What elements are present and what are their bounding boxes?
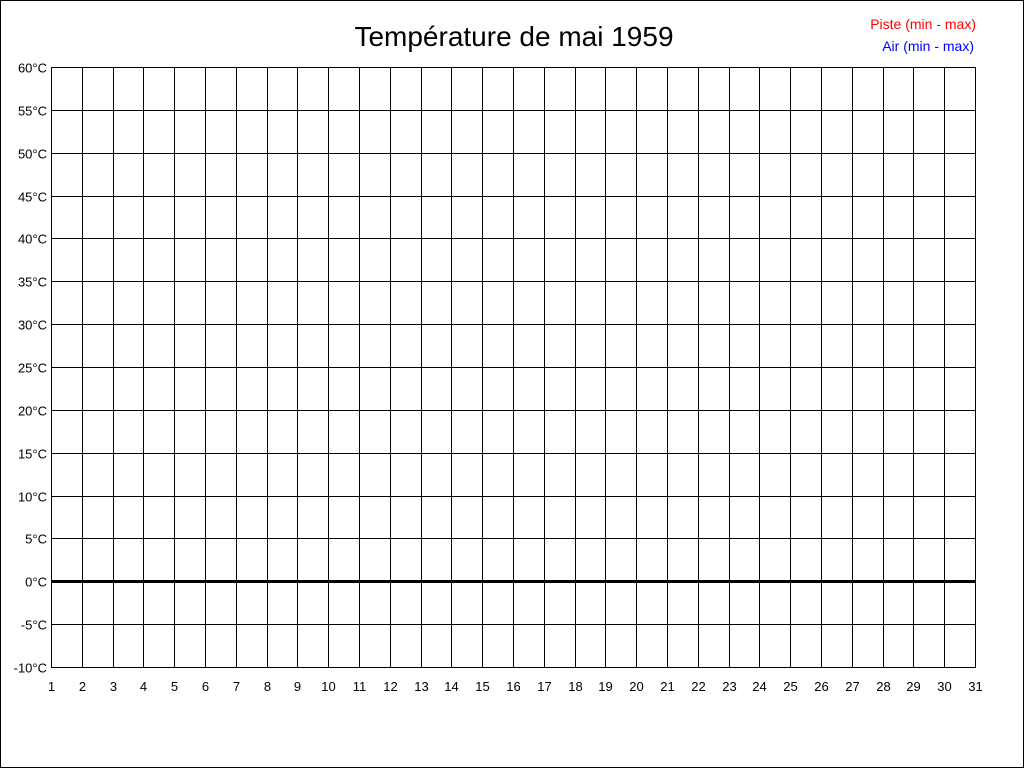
x-tick-label: 6 [202, 679, 209, 694]
x-tick-label: 15 [475, 679, 489, 694]
x-tick-label: 13 [414, 679, 428, 694]
y-tick-label: 0°C [25, 575, 47, 590]
chart-title: Température de mai 1959 [354, 21, 673, 52]
x-tick-label: 22 [691, 679, 705, 694]
y-tick-label: 60°C [18, 61, 47, 76]
y-tick-label: 25°C [18, 361, 47, 376]
x-tick-label: 3 [110, 679, 117, 694]
y-tick-label: 15°C [18, 447, 47, 462]
x-tick-label: 12 [383, 679, 397, 694]
y-tick-label: 50°C [18, 147, 47, 162]
x-tick-label: 21 [660, 679, 674, 694]
x-tick-label: 11 [353, 679, 367, 694]
x-tick-label: 7 [233, 679, 240, 694]
y-tick-label: -10°C [14, 661, 47, 676]
x-tick-label: 17 [537, 679, 551, 694]
legend-air: Air (min - max) [882, 38, 974, 54]
x-tick-label: 8 [264, 679, 271, 694]
x-tick-label: 31 [968, 679, 982, 694]
x-tick-label: 23 [722, 679, 736, 694]
x-tick-label: 29 [906, 679, 920, 694]
y-tick-label: 30°C [18, 318, 47, 333]
x-tick-label: 10 [321, 679, 335, 694]
y-tick-label: -5°C [21, 618, 47, 633]
x-tick-label: 24 [752, 679, 766, 694]
legend-piste: Piste (min - max) [870, 16, 976, 32]
x-tick-label: 27 [845, 679, 859, 694]
x-tick-label: 2 [79, 679, 86, 694]
x-tick-label: 4 [140, 679, 147, 694]
y-tick-label: 45°C [18, 190, 47, 205]
x-tick-label: 5 [171, 679, 178, 694]
x-tick-label: 9 [294, 679, 301, 694]
x-tick-label: 20 [629, 679, 643, 694]
x-tick-label: 14 [444, 679, 458, 694]
y-tick-label: 5°C [25, 532, 47, 547]
y-tick-label: 10°C [18, 490, 47, 505]
y-tick-label: 40°C [18, 232, 47, 247]
y-tick-label: 35°C [18, 275, 47, 290]
x-tick-label: 25 [783, 679, 797, 694]
x-tick-label: 30 [937, 679, 951, 694]
y-tick-label: 20°C [18, 404, 47, 419]
x-tick-label: 28 [876, 679, 890, 694]
y-tick-label: 55°C [18, 104, 47, 119]
x-tick-label: 16 [506, 679, 520, 694]
x-tick-label: 26 [814, 679, 828, 694]
x-tick-label: 18 [568, 679, 582, 694]
x-tick-label: 19 [598, 679, 612, 694]
x-tick-label: 1 [48, 679, 55, 694]
